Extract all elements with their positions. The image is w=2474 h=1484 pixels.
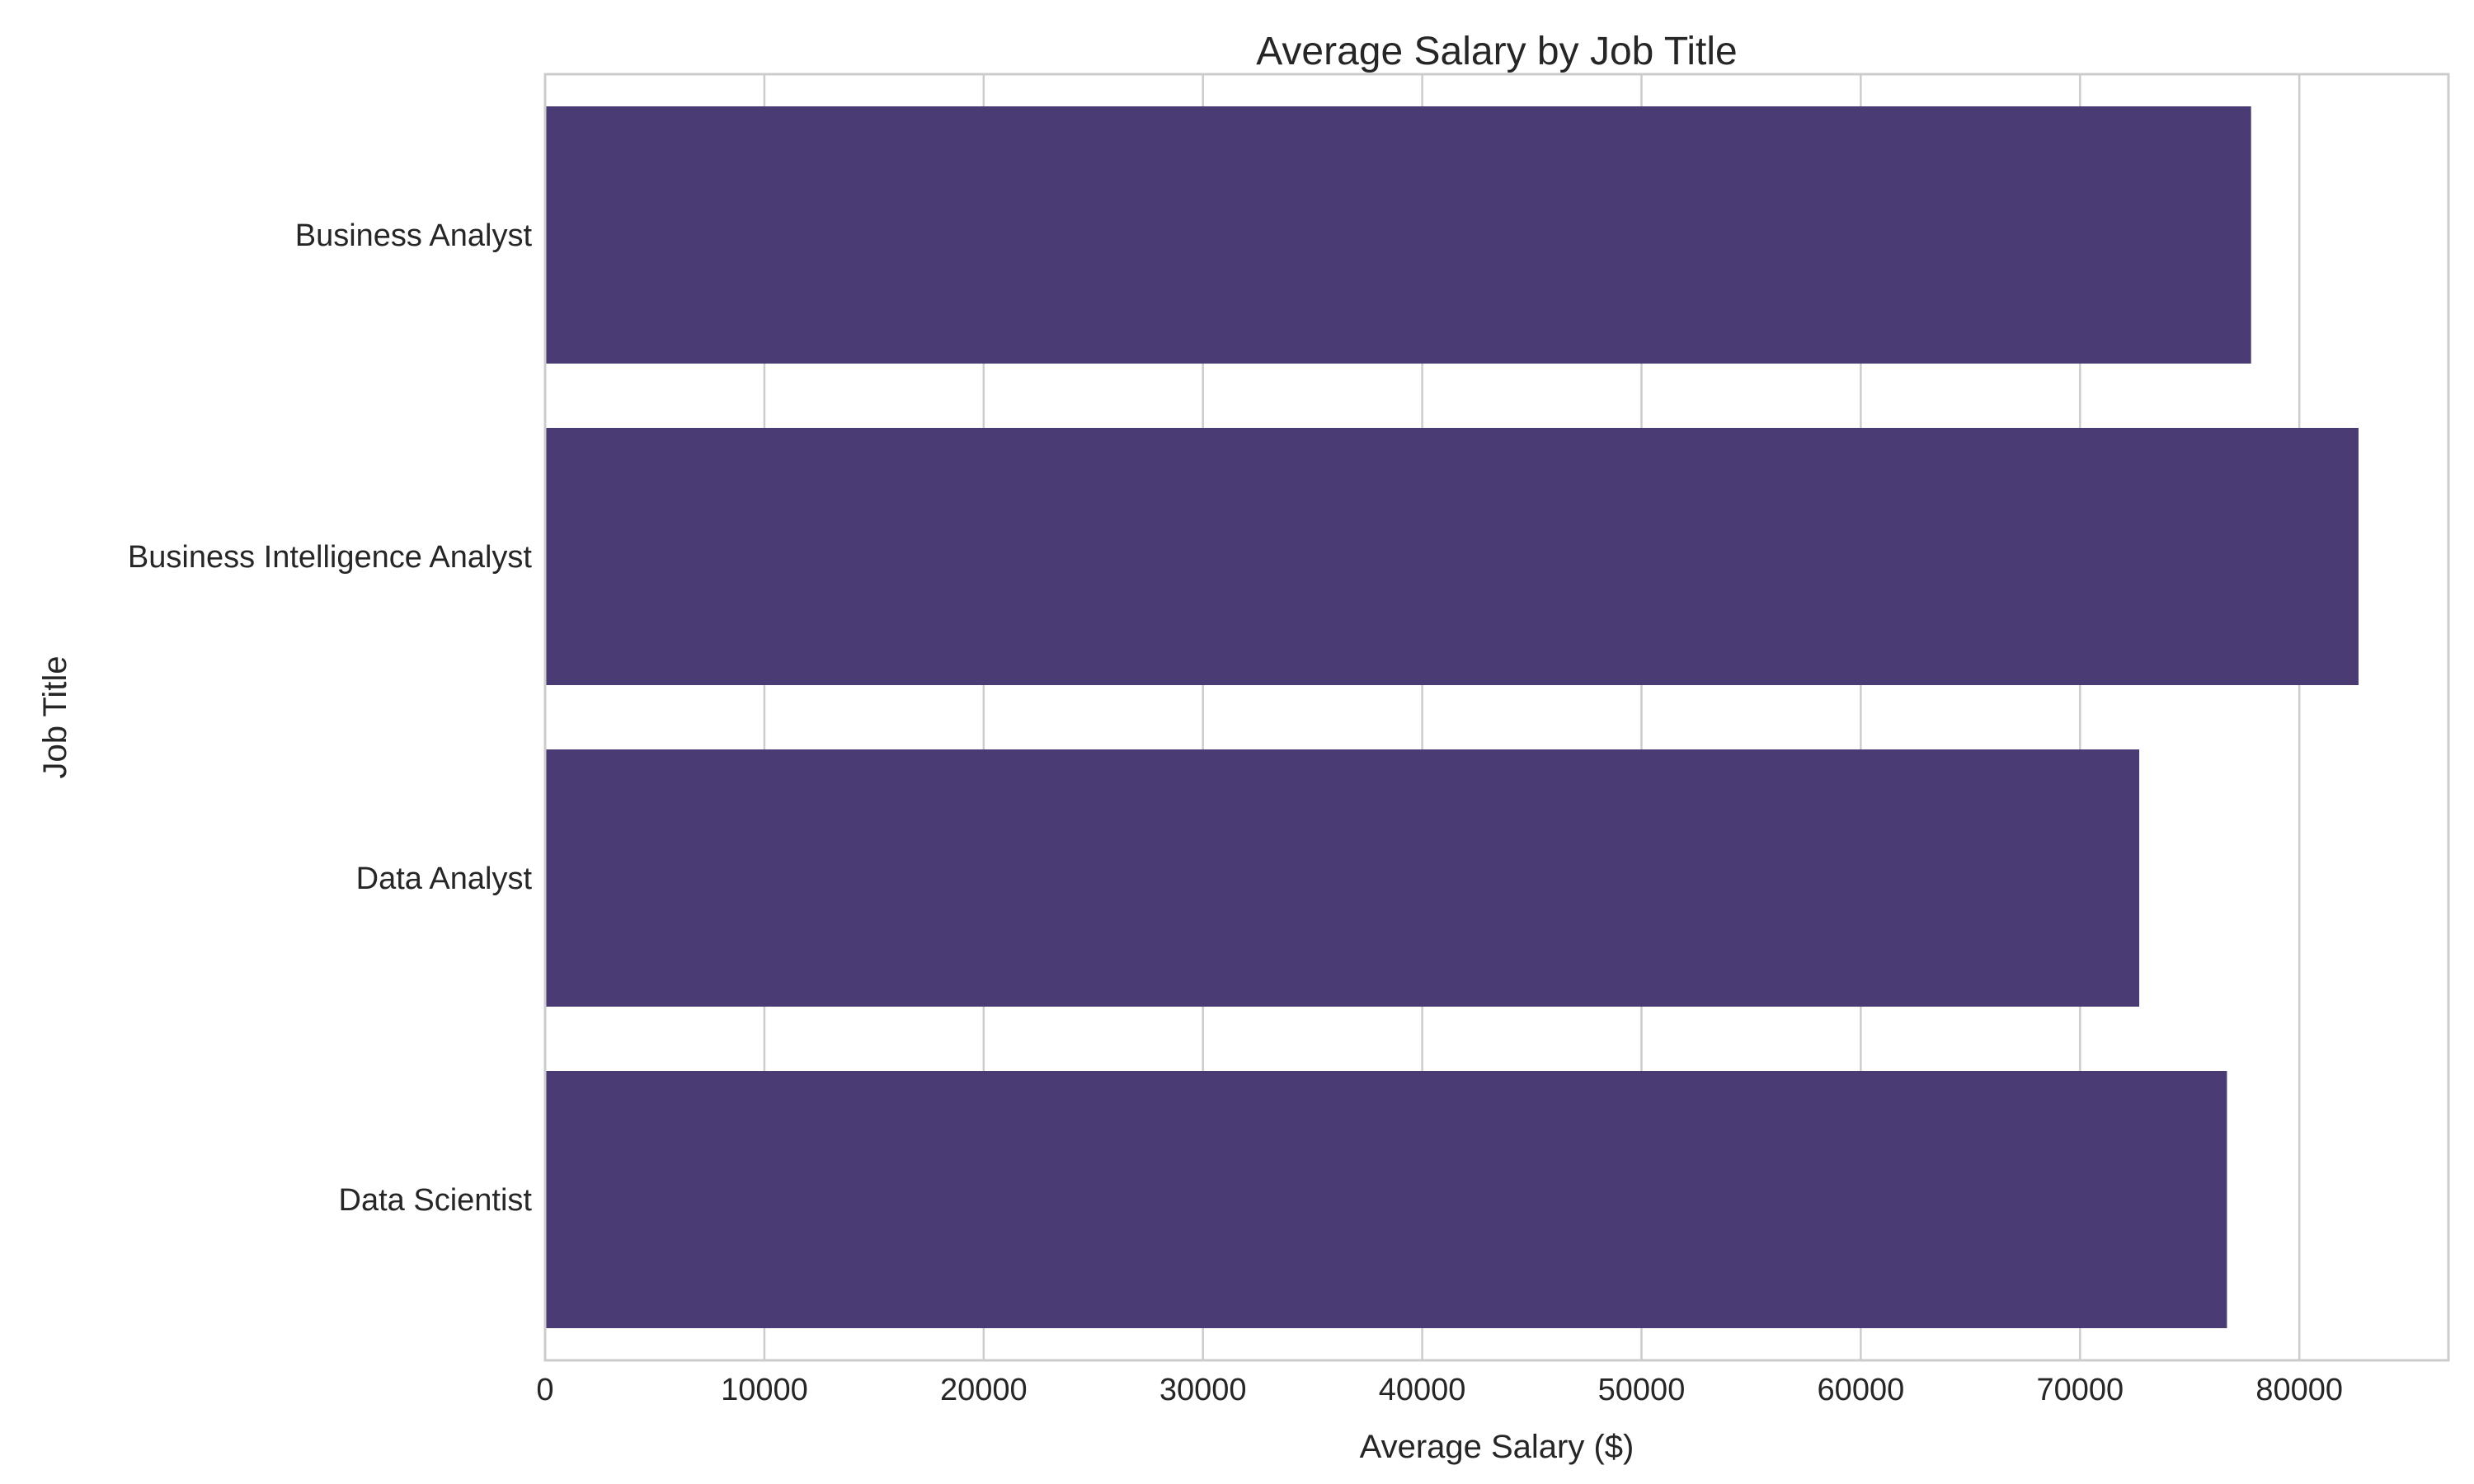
bar (545, 428, 2359, 685)
plot-frame (543, 73, 2450, 1362)
y-axis-title: Job Title (37, 656, 73, 779)
x-tick-label: 20000 (940, 1373, 1028, 1407)
x-tick-label: 50000 (1598, 1373, 1686, 1407)
y-tick-label: Data Analyst (356, 862, 533, 896)
chart-title: Average Salary by Job Title (1256, 30, 1737, 73)
bar (545, 749, 2140, 1007)
bars (545, 106, 2359, 1328)
x-axis-title: Average Salary ($) (1360, 1429, 1634, 1465)
x-axis-ticks: 0 10000 20000 30000 40000 50000 60000 70000 8000… (536, 1373, 2343, 1407)
x-tick-label: 10000 (721, 1373, 808, 1407)
x-tick-label: 70000 (2036, 1373, 2124, 1407)
x-tick-label: 40000 (1379, 1373, 1466, 1407)
x-tick-label: 0 (536, 1373, 553, 1407)
y-tick-label: Business Analyst (295, 218, 533, 253)
x-tick-label: 80000 (2255, 1373, 2343, 1407)
bar (545, 1071, 2227, 1328)
bar (545, 106, 2251, 364)
y-tick-label: Data Scientist (339, 1183, 533, 1218)
x-tick-label: 30000 (1159, 1373, 1247, 1407)
y-tick-label: Business Intelligence Analyst (128, 540, 533, 575)
y-axis-ticks: Business Analyst Business Intelligence An… (128, 218, 533, 1218)
x-tick-label: 60000 (1818, 1373, 1905, 1407)
